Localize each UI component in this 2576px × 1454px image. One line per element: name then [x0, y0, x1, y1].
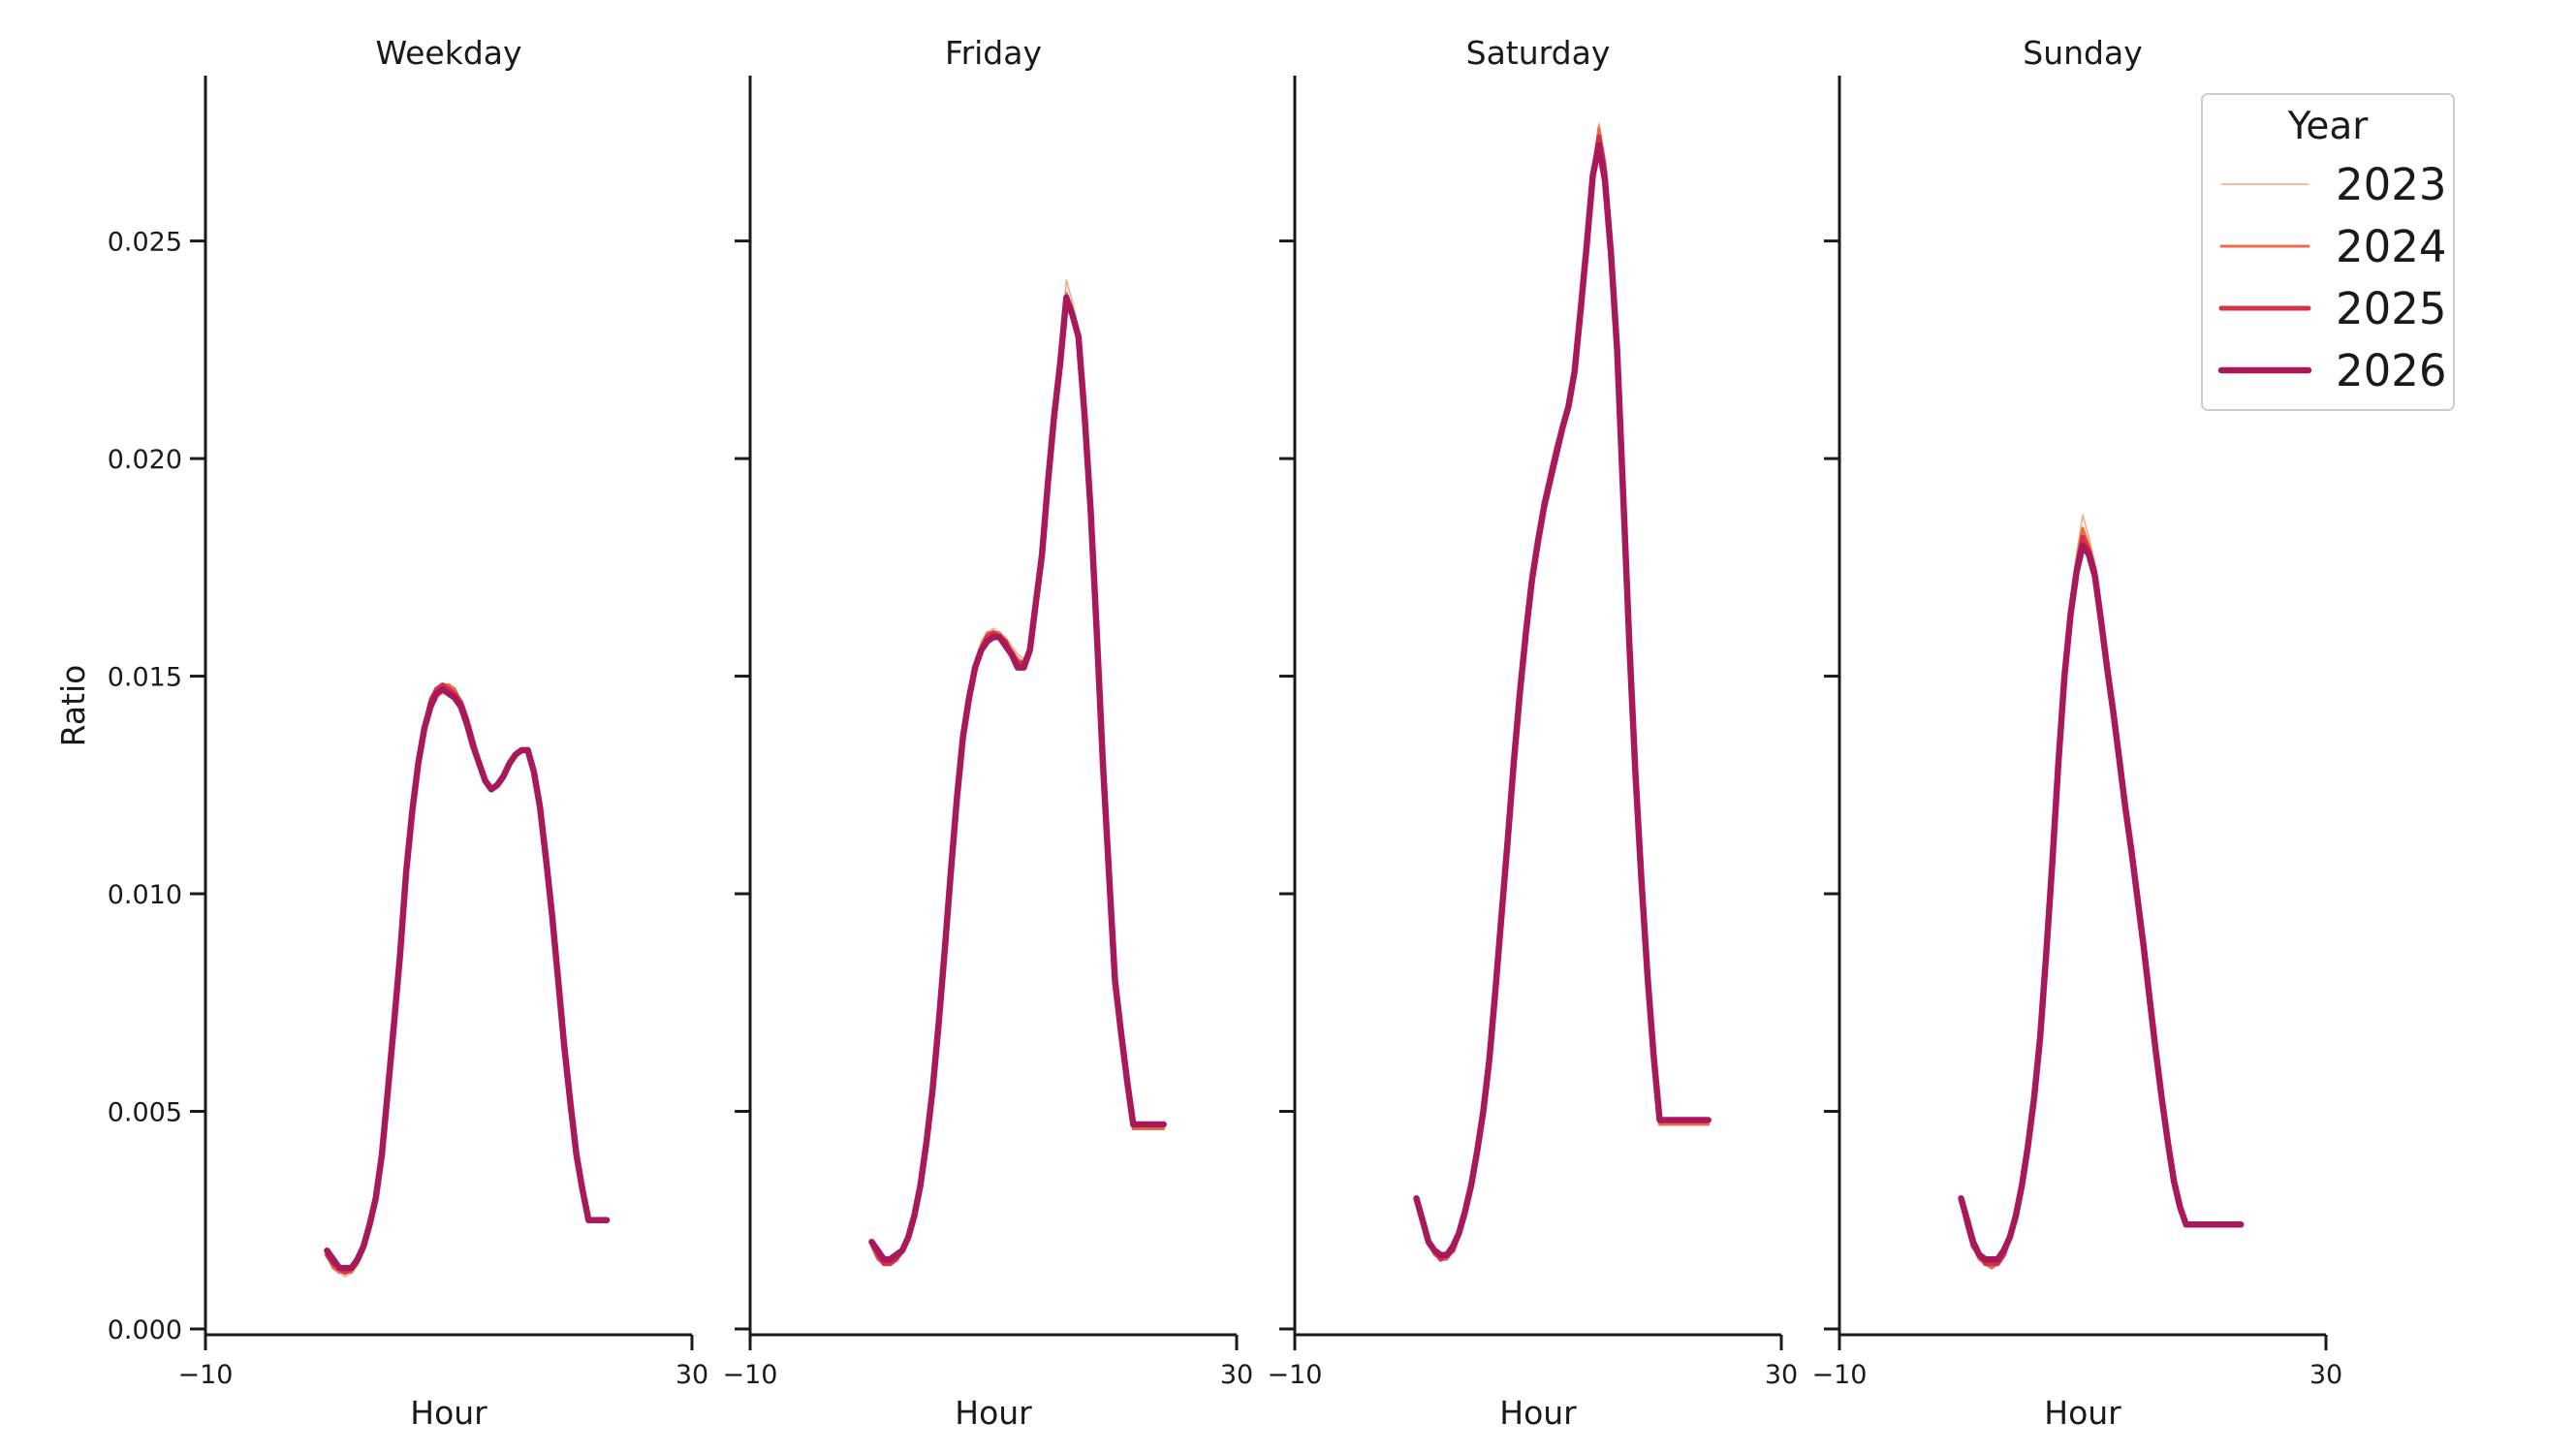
series-line-2025 — [325, 682, 610, 1276]
x-tick-label: −10 — [1812, 1360, 1868, 1390]
y-tick-label: 0.015 — [108, 663, 182, 693]
x-axis-label: Hour — [955, 1394, 1032, 1432]
series-line-2026 — [868, 294, 1167, 1263]
series-line-2023 — [1415, 122, 1710, 1260]
series-line-2025 — [1414, 134, 1712, 1262]
y-tick-label: 0.000 — [108, 1315, 182, 1345]
series-line-2024 — [870, 292, 1166, 1266]
x-tick-label: 30 — [1765, 1360, 1798, 1390]
x-tick-label: 30 — [1220, 1360, 1253, 1390]
panel-title: Friday — [945, 34, 1042, 72]
y-axis-label: Ratio — [54, 665, 92, 747]
x-tick-label: −10 — [178, 1360, 234, 1390]
series-line-2026 — [1413, 142, 1712, 1258]
panel-saturday: Saturday −10 30 Hour — [1268, 34, 1799, 1432]
series-line-2023 — [870, 279, 1165, 1265]
y-tick-label: 0.025 — [108, 228, 182, 258]
legend-items: 2023 2024 2025 2026 — [2217, 159, 2447, 396]
x-axis-label: Hour — [2044, 1394, 2121, 1432]
series-line-2023 — [326, 692, 608, 1278]
y-tick-label: 0.010 — [108, 880, 182, 910]
x-tick-label: 30 — [2309, 1360, 2342, 1390]
panel-title: Sunday — [2023, 34, 2142, 72]
panel-title: Saturday — [1466, 34, 1611, 72]
legend: Year 2023 2024 2025 2026 — [2201, 93, 2455, 411]
panel-friday: Friday −10 30 Hour — [723, 34, 1254, 1432]
panels-layer: Weekday 0.000 0.005 0.010 0.015 0.020 0.025 −10… — [108, 34, 2342, 1432]
legend-frame — [2201, 93, 2455, 411]
legend-label-2026: 2026 — [2336, 345, 2447, 396]
x-tick-label: 30 — [675, 1360, 708, 1390]
panel-title: Weekday — [375, 34, 521, 72]
legend-label-2025: 2025 — [2336, 283, 2447, 334]
legend-label-2023: 2023 — [2336, 159, 2447, 210]
legend-label-2024: 2024 — [2336, 221, 2447, 272]
series-line-2025 — [1959, 534, 2244, 1267]
series-line-2024 — [326, 683, 609, 1275]
series-line-2024 — [1415, 126, 1711, 1261]
y-tick-label: 0.005 — [108, 1098, 182, 1128]
panel-sunday: Sunday −10 30 Hour — [1812, 34, 2343, 1432]
series-line-2026 — [324, 685, 611, 1272]
panel-weekday: Weekday 0.000 0.005 0.010 0.015 0.020 0.025 −10… — [108, 34, 708, 1432]
x-tick-label: −10 — [723, 1360, 778, 1390]
x-axis-label: Hour — [410, 1394, 487, 1432]
series-line-2025 — [869, 295, 1167, 1267]
x-tick-label: −10 — [1268, 1360, 1323, 1390]
legend-title: Year — [2287, 105, 2370, 148]
x-axis-label: Hour — [1499, 1394, 1577, 1432]
y-tick-label: 0.020 — [108, 445, 182, 475]
series-line-2026 — [1958, 542, 2245, 1263]
